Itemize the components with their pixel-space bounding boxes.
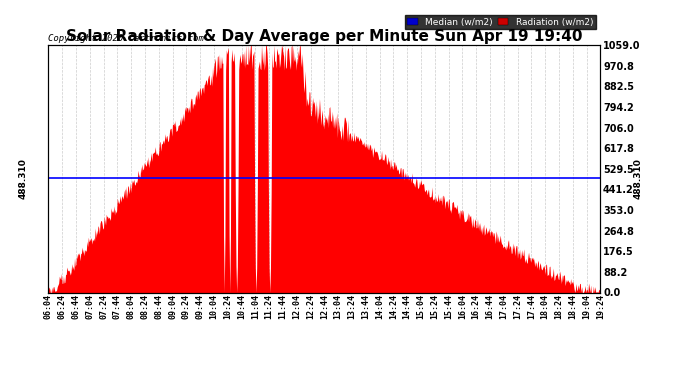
Text: Copyright 2020 Cartronics.com: Copyright 2020 Cartronics.com: [48, 33, 204, 42]
Text: 488.310: 488.310: [19, 158, 28, 199]
Text: 488.310: 488.310: [633, 158, 642, 199]
Legend: Median (w/m2), Radiation (w/m2): Median (w/m2), Radiation (w/m2): [404, 15, 595, 29]
Title: Solar Radiation & Day Average per Minute Sun Apr 19 19:40: Solar Radiation & Day Average per Minute…: [66, 29, 582, 44]
